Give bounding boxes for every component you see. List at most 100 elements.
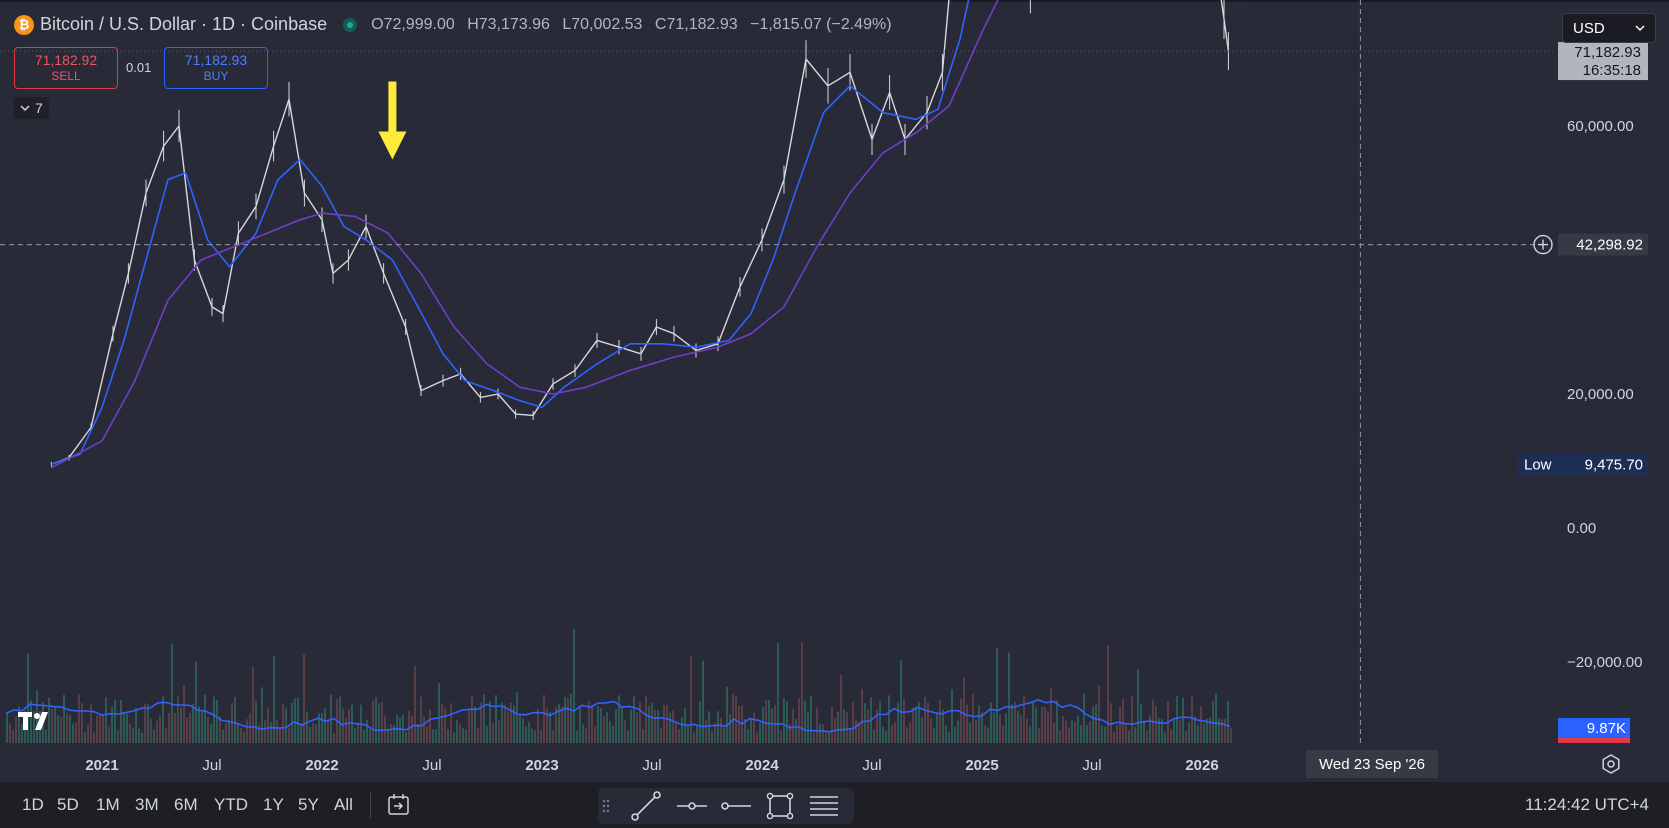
volume-bar xyxy=(1209,717,1211,743)
volume-bar xyxy=(294,698,296,743)
volume-bar xyxy=(9,723,11,743)
volume-bar xyxy=(780,730,782,743)
volume-bar xyxy=(702,660,704,743)
drag-handle-icon[interactable] xyxy=(598,788,614,824)
volume-bar xyxy=(855,718,857,743)
volume-bar xyxy=(1197,725,1199,743)
volume-bar xyxy=(159,715,161,743)
volume-bar xyxy=(570,693,572,743)
volume-bar xyxy=(285,708,287,743)
range-3m[interactable]: 3M xyxy=(135,795,159,814)
volume-bar xyxy=(72,723,74,743)
volume-bar xyxy=(1179,720,1181,743)
volume-bar xyxy=(609,721,611,743)
volume-bar xyxy=(258,724,260,743)
utc-clock[interactable]: 11:24:42 UTC+4 xyxy=(1525,795,1649,814)
chevron-down-icon xyxy=(20,105,30,112)
volume-bar xyxy=(1188,722,1190,743)
range-1d[interactable]: 1D xyxy=(22,795,44,814)
range-ytd[interactable]: YTD xyxy=(214,795,248,814)
volume-bar xyxy=(699,701,701,743)
volume-bar xyxy=(198,705,200,743)
volume-bar xyxy=(975,719,977,743)
volume-bar xyxy=(108,726,110,743)
time-axis: 2021Jul2022Jul2023Jul2024Jul2025Jul20262… xyxy=(85,757,1426,774)
go-to-date-icon[interactable] xyxy=(386,792,412,818)
volume-bar xyxy=(528,721,530,743)
crosshair-plus-icon[interactable] xyxy=(1533,234,1553,255)
volume-bar xyxy=(321,713,323,743)
range-5d[interactable]: 5D xyxy=(57,795,79,814)
symbol-title[interactable]: Bitcoin / U.S. Dollar · 1D · Coinbase xyxy=(40,14,328,34)
volume-bar xyxy=(657,710,659,743)
volume-bar xyxy=(984,725,986,743)
volume-bar xyxy=(345,718,347,743)
volume-bar xyxy=(801,642,803,743)
range-all[interactable]: All xyxy=(334,795,353,814)
volume-bar xyxy=(1074,721,1076,743)
volume-bar xyxy=(954,726,956,743)
volume-bar xyxy=(810,695,812,743)
sell-button[interactable]: 71,182.92 SELL xyxy=(14,47,118,89)
price-chart[interactable]: 140,000.00120,000.00100,000.0080,000.006… xyxy=(0,0,1669,782)
volume-bar xyxy=(756,732,758,743)
trend-line-icon[interactable] xyxy=(628,788,664,824)
indicators-toggle[interactable]: 7 xyxy=(14,97,49,119)
volume-bar xyxy=(618,695,620,743)
rectangle-icon[interactable] xyxy=(762,788,798,824)
volume-bar xyxy=(411,715,413,743)
volume-bar xyxy=(99,714,101,743)
volume-bar xyxy=(138,728,140,743)
volume-bar xyxy=(1014,702,1016,743)
time-tick-label: 2021 xyxy=(85,757,118,774)
volume-bar xyxy=(237,724,239,743)
volume-bar xyxy=(156,720,158,743)
horizontal-line-icon[interactable] xyxy=(674,788,710,824)
volume-bar xyxy=(879,700,881,743)
volume-bar xyxy=(1128,730,1130,743)
range-1y[interactable]: 1Y xyxy=(263,795,284,814)
volume-bar xyxy=(414,665,416,743)
time-tick-label: Jul xyxy=(862,757,881,774)
volume-bar xyxy=(507,710,509,743)
volume-bar xyxy=(498,720,500,743)
volume-bar xyxy=(1146,730,1148,743)
volume-bar xyxy=(468,710,470,743)
time-tick-label: Jul xyxy=(422,757,441,774)
volume-bar xyxy=(84,732,86,743)
volume-bar xyxy=(630,709,632,743)
volume-bar xyxy=(504,704,506,743)
volume-bar xyxy=(309,726,311,743)
crosshair xyxy=(0,0,1555,745)
volume-bar xyxy=(999,713,1001,743)
fib-retracement-icon[interactable] xyxy=(806,788,842,824)
volume-bar xyxy=(324,708,326,743)
range-5y[interactable]: 5Y xyxy=(298,795,319,814)
volume-bar xyxy=(1134,727,1136,743)
volume-bar xyxy=(372,700,374,743)
volume-bar xyxy=(51,708,53,743)
buy-button[interactable]: 71,182.93 BUY xyxy=(164,47,268,89)
range-1m[interactable]: 1M xyxy=(96,795,120,814)
range-6m[interactable]: 6M xyxy=(174,795,198,814)
volume-bar xyxy=(840,675,842,743)
volume-bar xyxy=(732,693,734,743)
time-tick-label: 2022 xyxy=(305,757,338,774)
volume-bar xyxy=(624,720,626,743)
volume-bar xyxy=(126,713,128,743)
currency-select[interactable]: USD xyxy=(1562,13,1656,43)
horizontal-ray-icon[interactable] xyxy=(718,788,754,824)
price-tick-label: 80,000.00 xyxy=(1567,0,1634,1)
volume-bar xyxy=(519,715,521,743)
volume-bar xyxy=(252,666,254,743)
volume-bar xyxy=(816,707,818,743)
volume-bar xyxy=(423,716,425,743)
axis-settings-icon[interactable] xyxy=(1600,753,1622,775)
volume-badge: 9.87K xyxy=(1558,718,1630,743)
volume-bar xyxy=(438,683,440,743)
volume-bar xyxy=(531,728,533,743)
volume-bar xyxy=(552,730,554,743)
volume-bar xyxy=(867,709,869,743)
volume-bar xyxy=(1077,715,1079,743)
volume-bar xyxy=(117,729,119,743)
